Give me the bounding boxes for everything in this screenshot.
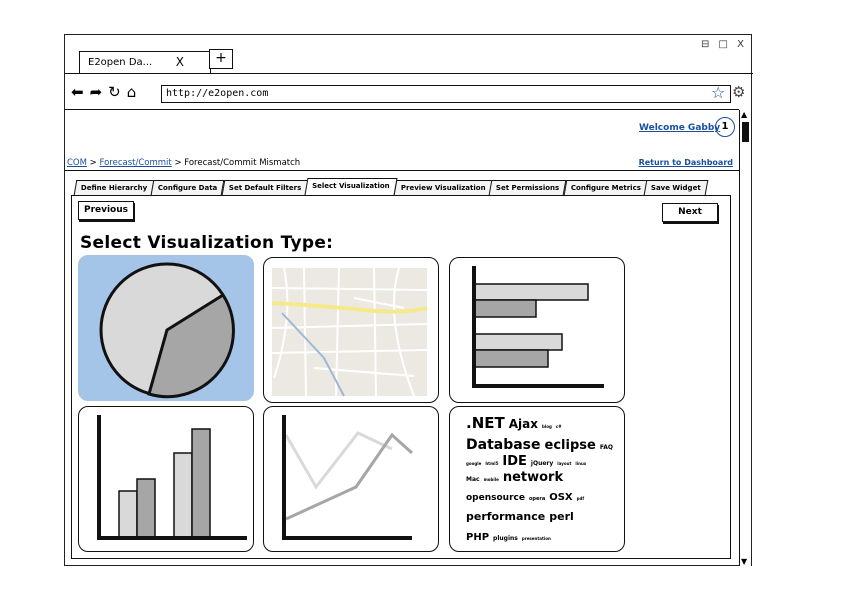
breadcrumb-separator: > — [174, 158, 182, 168]
breadcrumb-divider — [65, 170, 739, 171]
breadcrumb-forecast-commit[interactable]: Forecast/Commit — [99, 158, 172, 168]
viz-option-word-cloud[interactable]: .NET Ajax blog c# Database eclipse FAQ google… — [449, 406, 625, 552]
map-thumbnail — [271, 267, 428, 397]
viz-option-vertical-bar[interactable] — [78, 406, 254, 552]
breadcrumb-com[interactable]: COM — [67, 158, 87, 168]
viz-option-pie[interactable] — [78, 255, 254, 401]
window-controls[interactable]: ⊟ □ X — [700, 39, 747, 50]
tab-define-hierarchy[interactable]: Define Hierarchy — [73, 180, 155, 195]
settings-gear-icon[interactable]: ⚙ — [732, 83, 746, 101]
scroll-up-icon[interactable]: ▲ — [741, 110, 748, 119]
wizard-tabs: Define Hierarchy Configure Data Set Defa… — [73, 178, 709, 196]
tab-set-default-filters[interactable]: Set Default Filters — [221, 180, 309, 195]
close-tab-icon[interactable]: X — [175, 55, 184, 69]
tab-select-visualization[interactable]: Select Visualization — [304, 178, 398, 195]
previous-button[interactable]: Previous — [78, 201, 134, 220]
home-icon[interactable]: ⌂ — [126, 83, 143, 101]
notification-badge[interactable]: 1 — [715, 117, 735, 137]
pie-chart-thumbnail — [99, 262, 235, 399]
tag-cloud: .NET Ajax blog c# Database eclipse FAQ google… — [466, 414, 613, 543]
viz-option-line[interactable] — [263, 406, 439, 552]
address-bar[interactable]: http://e2open.com — [161, 85, 731, 103]
scroll-thumb[interactable] — [742, 122, 749, 142]
vertical-bar-thumbnail — [97, 415, 247, 540]
horizontal-bar-thumbnail — [472, 266, 604, 388]
tab-configure-metrics[interactable]: Configure Metrics — [563, 180, 648, 195]
reload-icon[interactable]: ↻ — [108, 83, 127, 101]
scroll-down-icon[interactable]: ▼ — [741, 557, 748, 566]
viz-option-horizontal-bar[interactable] — [449, 257, 625, 403]
tab-preview-visualization[interactable]: Preview Visualization — [393, 180, 493, 195]
tab-save-widget[interactable]: Save Widget — [644, 180, 709, 195]
next-button[interactable]: Next — [662, 203, 718, 222]
browser-tab[interactable]: E2open Da... X — [79, 51, 211, 73]
browser-tab-title: E2open Da... — [88, 57, 153, 68]
breadcrumb-separator: > — [89, 158, 97, 168]
toolbar-divider — [65, 109, 739, 110]
browser-window: ⊟ □ X E2open Da... X + ⬅➦↻⌂ http://e2ope… — [64, 34, 753, 566]
line-chart-thumbnail — [282, 415, 414, 540]
tabstrip-divider — [65, 73, 753, 74]
viz-option-map[interactable] — [263, 257, 439, 403]
nav-controls: ⬅➦↻⌂ — [71, 83, 142, 101]
tab-configure-data[interactable]: Configure Data — [150, 180, 225, 195]
return-to-dashboard-link[interactable]: Return to Dashboard — [638, 158, 733, 167]
breadcrumb-current: Forecast/Commit Mismatch — [184, 158, 301, 168]
bookmark-star-icon[interactable]: ☆ — [711, 83, 726, 102]
tab-set-permissions[interactable]: Set Permissions — [488, 180, 567, 195]
vertical-scrollbar[interactable]: ▲ ▼ — [739, 110, 751, 566]
welcome-link[interactable]: Welcome Gabby — [639, 123, 721, 133]
page-title: Select Visualization Type: — [80, 233, 334, 253]
new-tab-button[interactable]: + — [209, 49, 233, 69]
back-icon[interactable]: ⬅ — [71, 83, 90, 101]
wizard-panel: Previous Next Select Visualization Type: — [71, 195, 731, 559]
forward-icon[interactable]: ➦ — [89, 83, 109, 101]
breadcrumb: COM > Forecast/Commit > Forecast/Commit … — [67, 158, 300, 168]
